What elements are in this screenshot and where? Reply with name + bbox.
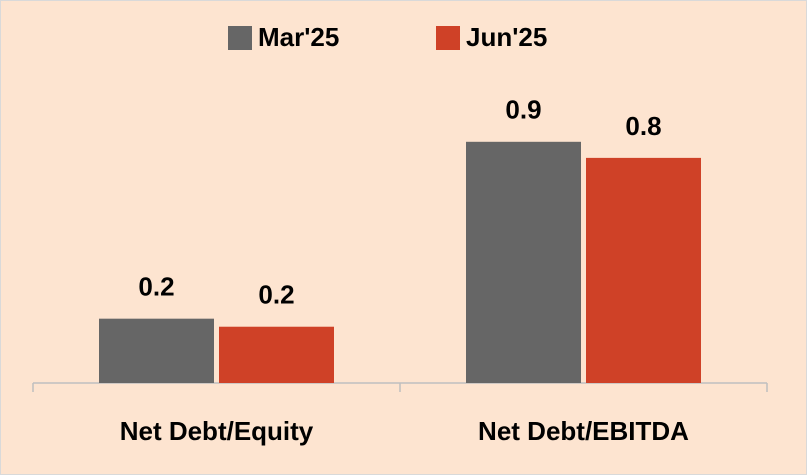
bar	[219, 326, 334, 383]
bar	[586, 157, 701, 383]
legend-swatch	[436, 26, 460, 50]
bar	[99, 318, 214, 383]
data-label: 0.8	[625, 111, 661, 141]
x-tick-label: Net Debt/Equity	[120, 416, 314, 446]
bar	[466, 141, 581, 383]
data-label: 0.2	[258, 280, 294, 310]
legend-label: Jun'25	[466, 22, 547, 52]
legend-label: Mar'25	[258, 22, 339, 52]
legend-swatch	[228, 26, 252, 50]
x-tick-label: Net Debt/EBITDA	[478, 416, 689, 446]
data-label: 0.9	[505, 95, 541, 125]
data-label: 0.2	[138, 272, 174, 302]
